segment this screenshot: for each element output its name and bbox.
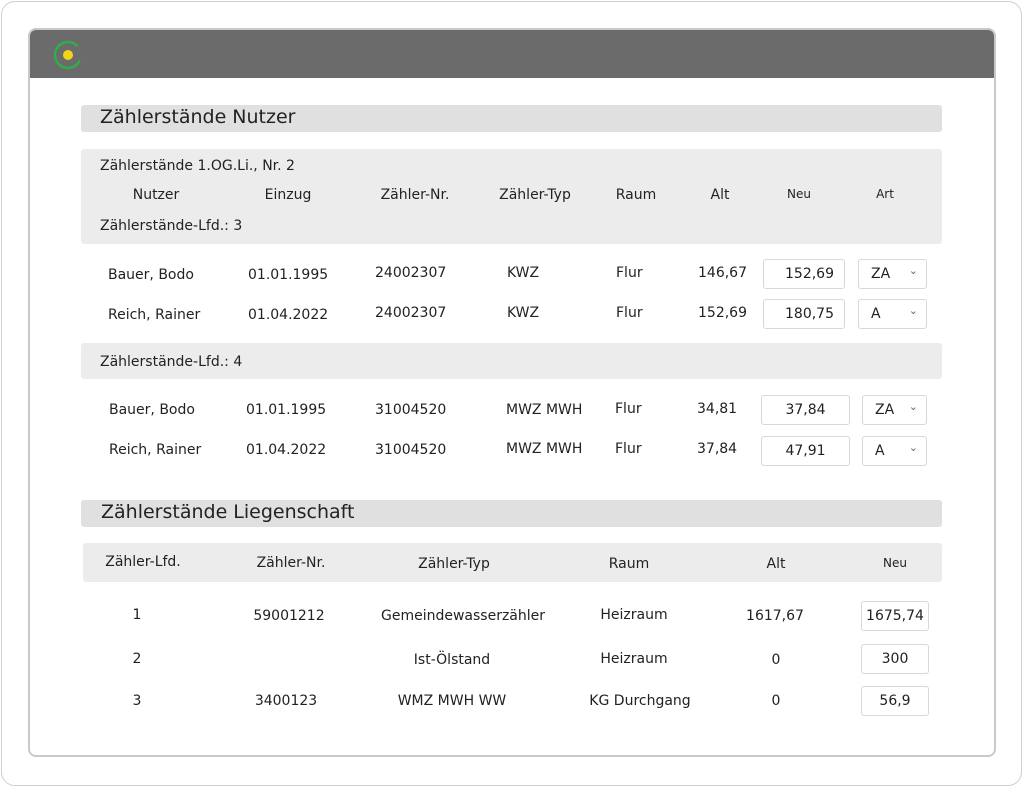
col-header-alt: Alt <box>766 556 786 572</box>
col-header-neu: Neu <box>883 556 907 570</box>
table-row-raum: KG Durchgang <box>589 693 691 709</box>
table-row-alt: 146,67 <box>698 265 747 281</box>
art-select[interactable]: A ⌄ <box>858 299 927 329</box>
section-title-nutzer: Zählerstände Nutzer <box>100 106 296 128</box>
group-label-lfd-3: Zählerstände-Lfd.: 3 <box>100 218 243 234</box>
art-select-value: ZA <box>875 402 895 418</box>
table-row-zaehler-typ: Gemeindewasserzähler <box>380 608 546 624</box>
table-row-zaehler-typ: Ist-Ölstand <box>413 652 491 668</box>
neu-input[interactable] <box>763 299 845 329</box>
art-select[interactable]: ZA ⌄ <box>858 259 927 289</box>
col-header-alt: Alt <box>710 187 730 203</box>
table-row-zaehler-nr: 24002307 <box>375 265 447 281</box>
liegenschaft-header-block <box>83 543 942 582</box>
table-row-zaehler-nr: 59001212 <box>253 608 325 624</box>
table-row-zaehler-typ: MWZ MWH <box>506 441 583 457</box>
table-row-lfd: 2 <box>132 651 142 667</box>
col-header-einzug: Einzug <box>264 187 312 203</box>
table-row-einzug: 01.01.1995 <box>246 402 327 418</box>
col-header-zaehler-nr: Zähler-Nr. <box>256 555 326 571</box>
table-row-alt: 37,84 <box>697 441 738 457</box>
col-header-art: Art <box>876 187 894 201</box>
art-select[interactable]: A ⌄ <box>862 436 927 466</box>
unit-header-block <box>81 149 942 244</box>
table-row-zaehler-typ: WMZ MWH WW <box>397 693 507 709</box>
neu-input[interactable] <box>763 259 845 289</box>
col-header-neu: Neu <box>787 187 811 201</box>
table-row-alt: 0 <box>771 652 781 668</box>
chevron-down-icon: ⌄ <box>908 441 918 454</box>
col-header-zaehler-typ: Zähler-Typ <box>499 187 571 203</box>
table-row-alt: 34,81 <box>697 401 738 417</box>
art-select-value: ZA <box>871 266 891 282</box>
table-row-nutzer: Reich, Rainer <box>109 442 202 458</box>
table-row-raum: Flur <box>616 305 643 321</box>
group-label-lfd-4: Zählerstände-Lfd.: 4 <box>100 354 243 370</box>
table-row-nutzer: Bauer, Bodo <box>109 402 195 418</box>
table-row-zaehler-typ: KWZ <box>507 265 540 281</box>
table-row-zaehler-typ: KWZ <box>507 305 540 321</box>
table-row-zaehler-nr: 31004520 <box>375 442 447 458</box>
section-title-liegenschaft: Zählerstände Liegenschaft <box>101 501 355 523</box>
titlebar <box>30 30 994 78</box>
table-row-alt: 152,69 <box>698 305 747 321</box>
chevron-down-icon: ⌄ <box>908 264 918 277</box>
table-row-lfd: 3 <box>132 693 142 709</box>
app-logo-icon[interactable] <box>52 39 84 71</box>
table-row-raum: Flur <box>615 401 642 417</box>
table-row-nutzer: Bauer, Bodo <box>108 267 194 283</box>
table-row-einzug: 01.04.2022 <box>246 442 327 458</box>
col-header-raum: Raum <box>608 556 650 572</box>
col-header-nutzer: Nutzer <box>132 187 180 203</box>
table-row-zaehler-nr: 24002307 <box>375 305 447 321</box>
app-window <box>28 28 996 757</box>
table-row-raum: Flur <box>616 265 643 281</box>
table-row-nutzer: Reich, Rainer <box>108 307 201 323</box>
table-row-lfd: 1 <box>132 607 142 623</box>
chevron-down-icon: ⌄ <box>908 304 918 317</box>
neu-input[interactable] <box>861 644 929 674</box>
section-header-nutzer: Zählerstände Nutzer <box>81 105 942 132</box>
unit-title: Zählerstände 1.OG.Li., Nr. 2 <box>100 158 295 174</box>
table-row-raum: Heizraum <box>600 607 668 623</box>
neu-input[interactable] <box>761 436 850 466</box>
table-row-raum: Heizraum <box>600 651 668 667</box>
table-row-raum: Flur <box>615 441 642 457</box>
col-header-raum: Raum <box>615 187 657 203</box>
art-select-value: A <box>875 443 885 459</box>
table-row-einzug: 01.04.2022 <box>248 307 329 323</box>
table-row-zaehler-typ: MWZ MWH <box>506 402 583 418</box>
col-header-zaehler-typ: Zähler-Typ <box>418 556 490 572</box>
table-row-zaehler-nr: 3400123 <box>254 693 318 709</box>
neu-input[interactable] <box>861 601 929 631</box>
art-select[interactable]: ZA ⌄ <box>862 395 927 425</box>
table-row-alt: 1617,67 <box>746 608 804 624</box>
section-header-liegenschaft: Zählerstände Liegenschaft <box>81 500 942 527</box>
table-row-einzug: 01.01.1995 <box>248 267 329 283</box>
group-bar-lfd-4 <box>81 343 942 379</box>
neu-input[interactable] <box>761 395 850 425</box>
col-header-zaehler-nr: Zähler-Nr. <box>380 187 450 203</box>
chevron-down-icon: ⌄ <box>908 400 918 413</box>
neu-input[interactable] <box>861 686 929 716</box>
art-select-value: A <box>871 306 881 322</box>
table-row-zaehler-nr: 31004520 <box>375 402 447 418</box>
table-row-alt: 0 <box>771 693 781 709</box>
col-header-lfd: Zähler-Lfd. <box>105 554 181 570</box>
